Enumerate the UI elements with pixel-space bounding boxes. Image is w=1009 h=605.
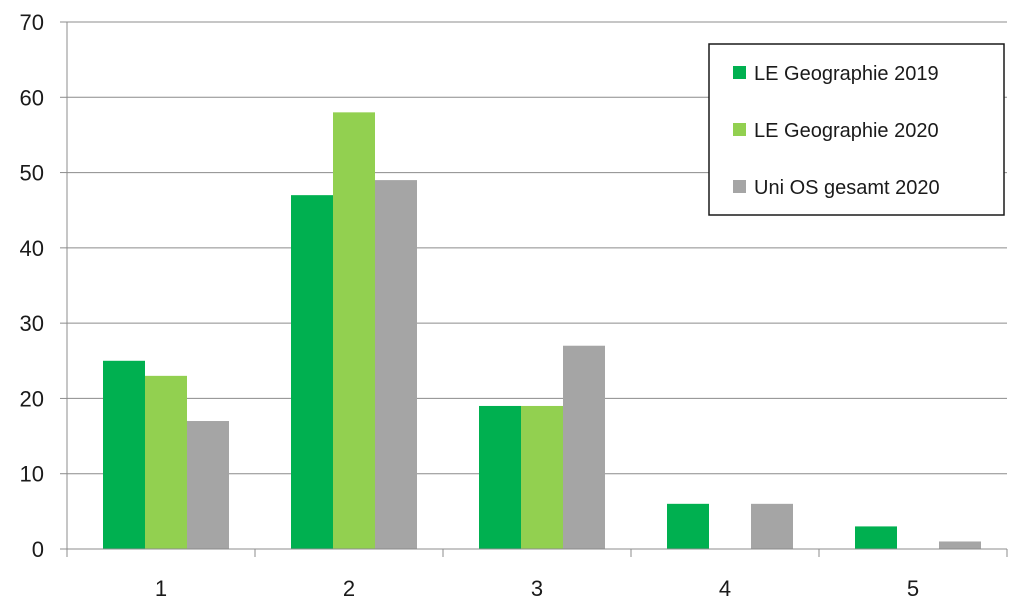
y-tick-label: 60 — [20, 85, 44, 110]
bars — [103, 112, 981, 549]
y-tick-label: 50 — [20, 161, 44, 186]
bar-series-3-cat-2 — [375, 180, 417, 549]
y-tick-label: 70 — [20, 10, 44, 35]
x-tick-label: 2 — [343, 576, 355, 601]
x-tick-label: 4 — [719, 576, 731, 601]
y-tick-label: 40 — [20, 236, 44, 261]
legend-swatch-series-1 — [733, 66, 746, 79]
bar-series-1-cat-4 — [667, 503, 709, 549]
legend: LE Geographie 2019 LE Geographie 2020 Un… — [708, 43, 1005, 216]
legend-swatch-series-2 — [733, 123, 746, 136]
bar-series-1-cat-1 — [103, 360, 145, 549]
bar-series-3-cat-5 — [939, 541, 981, 549]
y-tick-label: 30 — [20, 311, 44, 336]
bar-series-1-cat-2 — [291, 195, 333, 549]
legend-label-series-1: LE Geographie 2019 — [754, 63, 939, 85]
bar-series-2-cat-2 — [333, 112, 375, 549]
gridlines — [67, 21, 1007, 475]
x-axis: 1 2 3 4 5 — [60, 548, 1008, 601]
legend-label-series-2: LE Geographie 2020 — [754, 120, 939, 142]
y-tick-label: 20 — [20, 386, 44, 411]
bar-series-2-cat-3 — [521, 405, 563, 549]
legend-swatch-series-3 — [733, 180, 746, 193]
bar-series-3-cat-4 — [751, 503, 793, 549]
bar-series-2-cat-1 — [145, 375, 187, 549]
y-tick-label: 0 — [32, 537, 44, 562]
legend-box — [708, 43, 1005, 216]
legend-label-series-3: Uni OS gesamt 2020 — [754, 177, 940, 199]
bar-series-1-cat-5 — [855, 526, 897, 549]
bar-series-1-cat-3 — [479, 405, 521, 549]
bar-series-3-cat-3 — [563, 345, 605, 549]
y-axis: 0 10 20 30 40 50 60 70 — [20, 10, 68, 562]
x-tick-label: 3 — [531, 576, 543, 601]
x-tick-label: 1 — [155, 576, 167, 601]
x-tick-label: 5 — [907, 576, 919, 601]
bar-series-3-cat-1 — [187, 421, 229, 549]
y-tick-label: 10 — [20, 462, 44, 487]
